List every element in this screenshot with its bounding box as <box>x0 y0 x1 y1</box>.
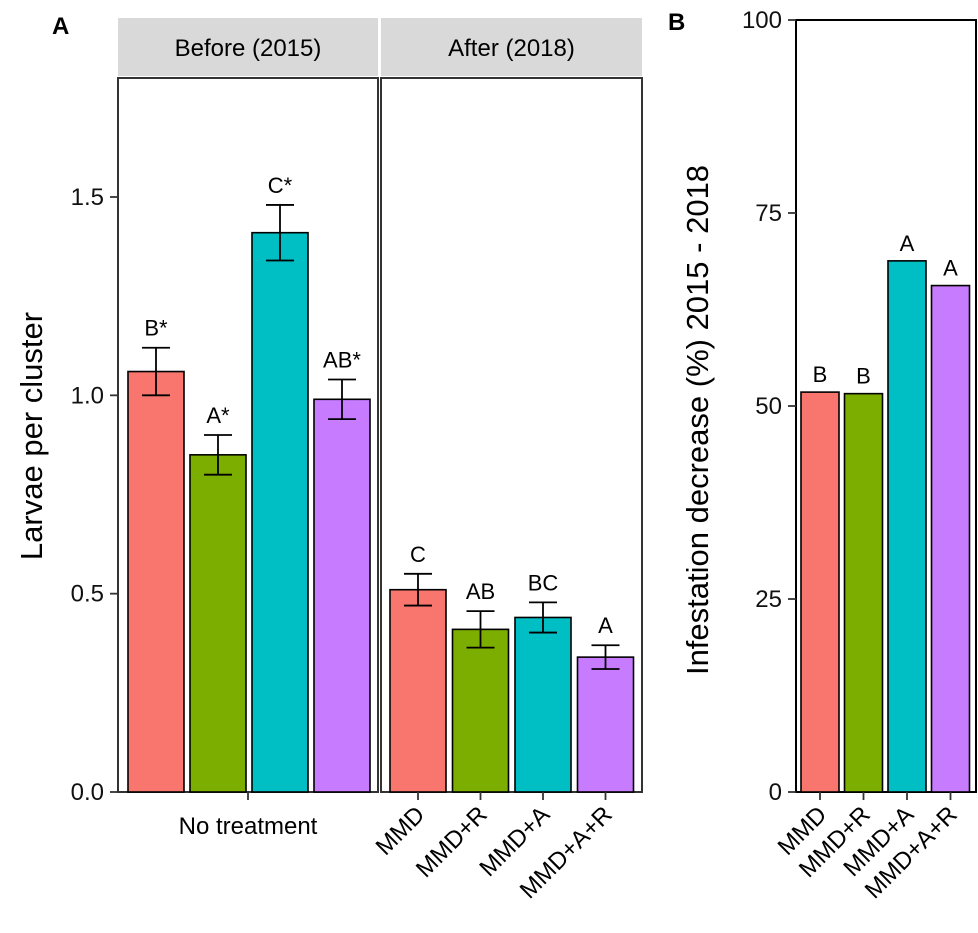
bar <box>389 588 447 793</box>
significance-label: AB <box>466 579 495 604</box>
bar <box>127 370 185 793</box>
strip-after <box>381 18 642 76</box>
significance-label: A <box>598 613 613 638</box>
x-tick-label: MMD <box>371 801 431 861</box>
x-group-label-no-treatment: No treatment <box>179 813 318 840</box>
y-tick-label: 0.5 <box>71 581 104 608</box>
bar <box>451 628 510 793</box>
significance-label: AB* <box>323 347 361 372</box>
y-tick-label: 75 <box>755 200 782 227</box>
significance-label: B <box>856 364 871 389</box>
y-tick-label: 0 <box>769 779 782 806</box>
significance-label: A <box>943 256 958 281</box>
bar <box>514 616 572 793</box>
bar <box>251 231 309 793</box>
bar <box>576 656 635 793</box>
strip-after-label: After (2018) <box>448 35 575 62</box>
panel-b-tag: B <box>668 9 685 36</box>
significance-label: A* <box>206 403 230 428</box>
facet-before: B* A* C* AB* <box>117 77 379 800</box>
significance-label: BC <box>528 570 559 595</box>
y-tick-label: 1.0 <box>71 382 104 409</box>
y-tick-label: 1.5 <box>71 184 104 211</box>
significance-label: A <box>900 231 915 256</box>
bar <box>313 398 371 793</box>
y-tick-label: 50 <box>755 393 782 420</box>
panel-a: A Before (2015) After (2018) B* A* C* AB* C… <box>14 13 643 904</box>
bar <box>800 391 840 793</box>
significance-label: B* <box>144 316 168 341</box>
y-tick-label: 0.0 <box>71 779 104 806</box>
significance-label: C <box>410 542 426 567</box>
y-axis-b: 0 25 50 75 100 <box>742 7 796 806</box>
y-axis-title-b: Infestation decrease (%) 2015 - 2018 <box>680 165 715 675</box>
bar <box>887 260 927 793</box>
significance-label: C* <box>268 173 293 198</box>
strip-before <box>118 18 378 76</box>
y-tick-label: 25 <box>755 586 782 613</box>
bar <box>843 392 884 793</box>
bar <box>930 284 971 793</box>
bar <box>189 454 247 793</box>
y-tick-label: 100 <box>742 7 782 34</box>
y-axis-title-a: Larvae per cluster <box>14 312 49 560</box>
panel-a-tag: A <box>52 13 69 40</box>
strip-before-label: Before (2015) <box>175 35 322 62</box>
significance-label: B <box>813 362 828 387</box>
y-axis-a: 0.0 0.5 1.0 1.5 <box>71 184 118 806</box>
